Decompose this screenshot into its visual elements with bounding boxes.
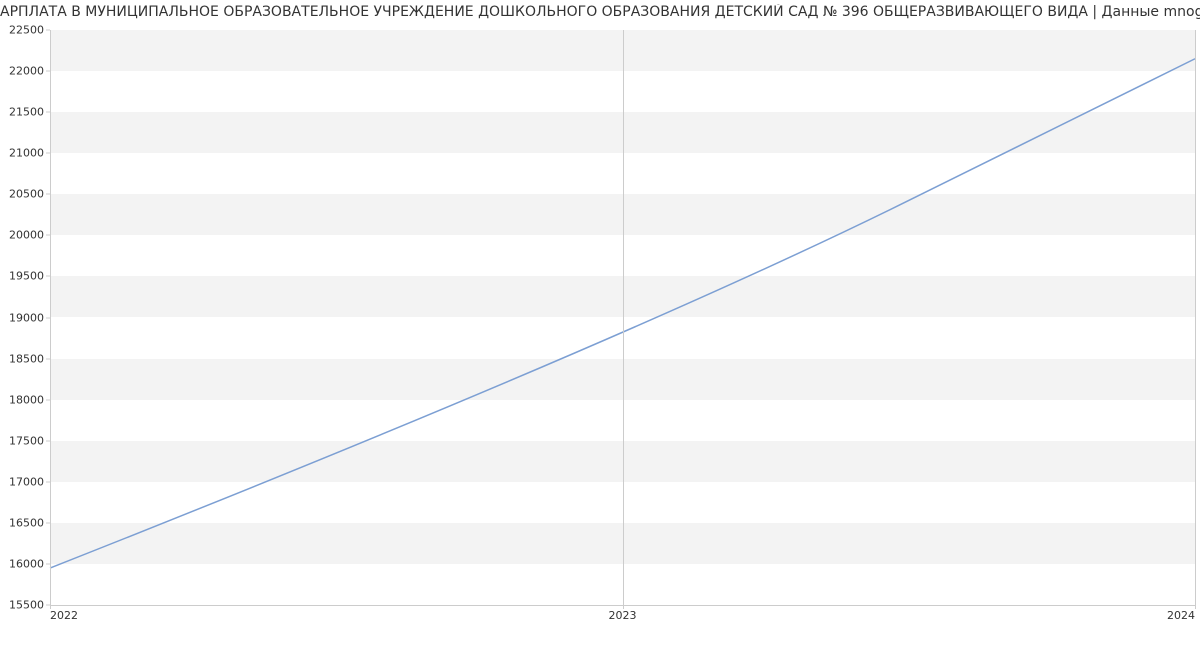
- chart-title: АРПЛАТА В МУНИЦИПАЛЬНОЕ ОБРАЗОВАТЕЛЬНОЕ …: [0, 4, 1200, 20]
- y-axis-line: [50, 30, 51, 605]
- ytick-label: 22000: [9, 65, 50, 78]
- ytick-label: 21500: [9, 106, 50, 119]
- ytick-label: 16500: [9, 516, 50, 529]
- ytick-label: 16000: [9, 557, 50, 570]
- vertical-gridline: [1195, 30, 1196, 605]
- xtick-label: 2022: [50, 605, 78, 622]
- vertical-gridline: [623, 30, 624, 605]
- ytick-label: 15500: [9, 599, 50, 612]
- ytick-label: 20500: [9, 188, 50, 201]
- ytick-label: 21000: [9, 147, 50, 160]
- xtick-label: 2023: [609, 605, 637, 622]
- ytick-label: 17500: [9, 434, 50, 447]
- ytick-label: 22500: [9, 24, 50, 37]
- x-axis-line: [50, 605, 1195, 606]
- ytick-label: 18500: [9, 352, 50, 365]
- xtick-mark: [1195, 605, 1196, 609]
- ytick-label: 19500: [9, 270, 50, 283]
- ytick-label: 20000: [9, 229, 50, 242]
- xtick-label: 2024: [1167, 605, 1195, 622]
- plot-area: 1550016000165001700017500180001850019000…: [50, 30, 1195, 605]
- salary-line-chart: АРПЛАТА В МУНИЦИПАЛЬНОЕ ОБРАЗОВАТЕЛЬНОЕ …: [0, 0, 1200, 650]
- ytick-label: 18000: [9, 393, 50, 406]
- ytick-label: 19000: [9, 311, 50, 324]
- ytick-label: 17000: [9, 475, 50, 488]
